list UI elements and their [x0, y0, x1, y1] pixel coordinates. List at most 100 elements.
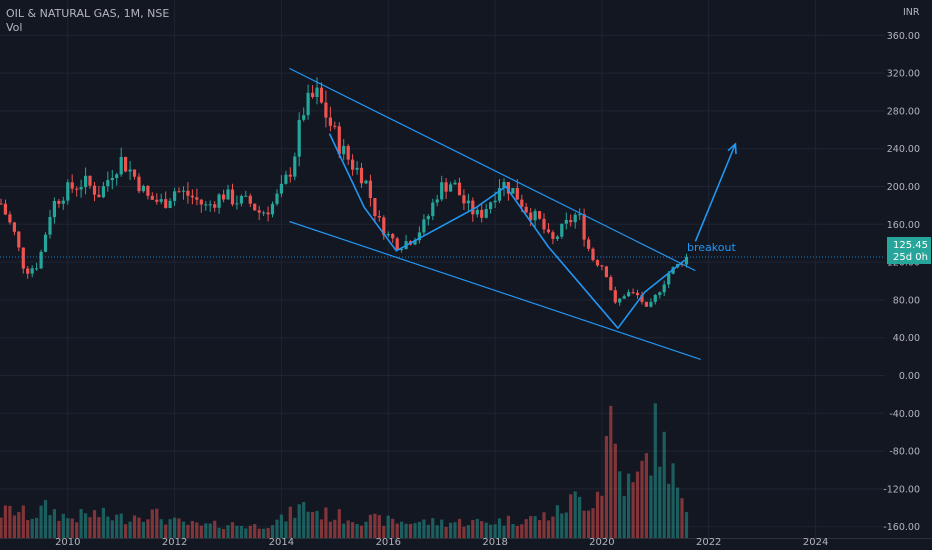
price-tick-label: 40.00	[893, 333, 920, 344]
price-tick-label: 0.00	[899, 371, 920, 382]
candle-body	[128, 169, 132, 172]
volume-bar	[395, 523, 399, 538]
volume-bar	[75, 522, 79, 538]
candle-body	[159, 199, 163, 202]
volume-bar	[671, 463, 675, 538]
volume-bar	[515, 525, 519, 538]
time-tick-label: 2012	[162, 537, 187, 548]
volume-bar	[204, 523, 208, 538]
time-tick-label: 2010	[55, 537, 80, 548]
volume-bar	[288, 506, 292, 538]
time-axis[interactable]: 2010 2012 2014 2016 2018 2020 2022 2024	[55, 537, 828, 548]
candle-body	[551, 232, 555, 239]
candle-body	[497, 188, 502, 201]
candle-body	[400, 249, 404, 250]
candle-body	[587, 239, 591, 249]
candle-body	[284, 174, 288, 184]
candle-body	[622, 296, 626, 299]
volume-bar	[0, 517, 3, 538]
wave-path[interactable]	[328, 133, 686, 330]
candle-body	[3, 203, 7, 215]
candle-body	[489, 202, 493, 210]
volume-bar	[533, 516, 537, 538]
channel-lower-line[interactable]	[289, 220, 701, 360]
price-tick-label: -40.00	[889, 409, 920, 420]
volume-bar	[235, 525, 239, 538]
volume-bar	[480, 521, 484, 538]
price-axis[interactable]: INR -160.00 -120.00 -80.00 -40.00 0.00 40.00 8…	[883, 7, 920, 533]
volume-bar	[293, 517, 297, 538]
candle-body	[35, 268, 39, 270]
volume-bar	[542, 512, 546, 538]
chart-title: OIL & NATURAL GAS, 1M, NSE	[6, 7, 170, 20]
volume-bar	[680, 498, 684, 538]
candle-body	[444, 182, 448, 192]
volume-bar	[101, 507, 105, 538]
candle-body	[222, 194, 226, 200]
volume-bar	[386, 515, 390, 538]
candle-body	[337, 126, 341, 155]
volume-bar	[279, 514, 283, 538]
volume-bar	[226, 525, 230, 538]
volume-bar	[658, 466, 662, 538]
volume-bar	[302, 502, 306, 538]
candle-body	[226, 189, 230, 200]
time-tick-label: 2018	[482, 537, 507, 548]
projection-arrow-shaft[interactable]	[694, 143, 737, 242]
volume-bar	[275, 519, 279, 538]
candle-body	[600, 265, 604, 267]
candle-body	[604, 266, 608, 278]
candle-body	[627, 292, 631, 297]
price-tick-label: 200.00	[887, 182, 920, 193]
volume-bar	[124, 524, 128, 538]
candle-body	[57, 201, 61, 204]
candle-body	[355, 167, 359, 170]
candle-body	[546, 229, 551, 233]
projection-arrow-head[interactable]	[727, 142, 737, 155]
candle-body	[181, 190, 186, 192]
candle-body	[475, 209, 479, 215]
price-tag-box	[887, 237, 931, 264]
candle-body	[662, 284, 666, 293]
drawings[interactable]	[289, 67, 737, 360]
volume-bar	[422, 519, 426, 538]
volume-bar	[297, 504, 301, 538]
candle-body	[391, 234, 395, 239]
candle-body	[275, 193, 279, 204]
candle-body	[555, 236, 559, 239]
candle-body	[346, 145, 350, 160]
candle-body	[119, 157, 123, 175]
volume-bar	[17, 512, 21, 538]
volume-bar	[417, 521, 421, 538]
candle-body	[435, 199, 439, 203]
candle-body	[524, 206, 528, 213]
volume-bar	[520, 524, 524, 538]
volume-bar	[600, 495, 604, 538]
volume-bar	[684, 512, 689, 538]
candle-body	[631, 292, 635, 294]
candle-body	[502, 182, 506, 188]
candle-body	[364, 180, 368, 184]
candle-body	[520, 199, 524, 207]
candle-body	[208, 204, 212, 206]
volume-bar	[177, 518, 181, 538]
candle-body	[141, 185, 145, 192]
candle-body	[413, 240, 417, 245]
candle-body	[560, 223, 564, 237]
currency-label: INR	[903, 7, 920, 18]
volume-bar	[578, 496, 582, 538]
volume-bar	[506, 515, 510, 538]
candle-body	[110, 178, 114, 181]
candle-body	[386, 234, 390, 236]
price-tick-label: 80.00	[893, 295, 920, 306]
candle-body	[293, 156, 297, 177]
candle-body	[79, 187, 83, 190]
volume-bar	[181, 521, 186, 538]
volume-bar	[66, 518, 70, 538]
candles	[0, 77, 689, 308]
volume-bar	[529, 516, 533, 538]
volume-bar	[84, 513, 88, 538]
channel-upper-line[interactable]	[289, 67, 696, 272]
volume-bar	[195, 522, 199, 538]
